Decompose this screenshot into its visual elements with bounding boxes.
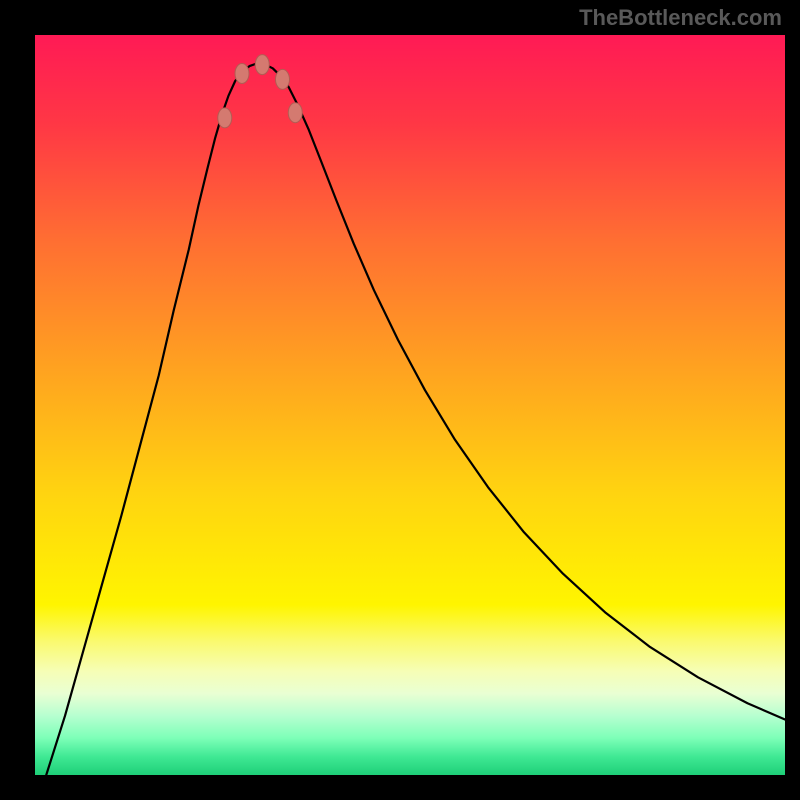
watermark-text: TheBottleneck.com [579,5,782,31]
curve-marker [276,69,290,89]
curve-marker [288,103,302,123]
chart-container: TheBottleneck.com [0,0,800,800]
curve-marker [255,55,269,75]
curve-marker [218,108,232,128]
plot-background [35,35,785,775]
chart-svg [0,0,800,800]
curve-marker [235,63,249,83]
